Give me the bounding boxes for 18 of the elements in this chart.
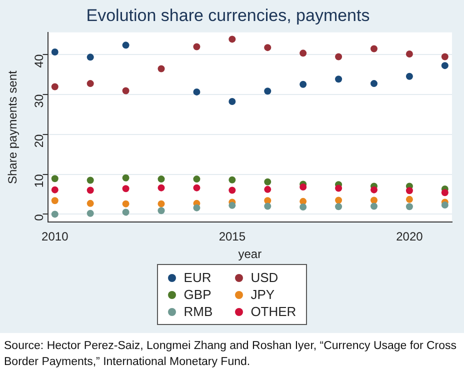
legend-label: EUR bbox=[184, 270, 212, 285]
y-tick-label: 10 bbox=[32, 174, 46, 188]
y-tick-label: 20 bbox=[32, 134, 46, 148]
legend-label: USD bbox=[250, 270, 278, 285]
legend-label: JPY bbox=[250, 287, 275, 302]
x-tick-label: 2020 bbox=[396, 230, 424, 244]
y-tick-label: 0 bbox=[32, 214, 46, 221]
x-axis-title: year bbox=[238, 247, 262, 262]
x-tick-label: 2010 bbox=[42, 230, 69, 244]
y-tick-label: 30 bbox=[32, 94, 46, 108]
legend-label: RMB bbox=[184, 304, 213, 319]
x-tick-label: 2015 bbox=[218, 230, 246, 244]
legend-label: OTHER bbox=[250, 304, 296, 319]
y-tick-label: 40 bbox=[32, 54, 46, 68]
legend-label: GBP bbox=[184, 287, 212, 302]
chart-title: Evolution share currencies, payments bbox=[86, 6, 370, 25]
source-note: Source: Hector Perez-Saiz, Longmei Zhang and Roshan Iyer, “Currency Usage for Cross Border Payments,” International Monetary Fund. bbox=[3, 339, 458, 370]
y-axis-title: Share payments sent bbox=[6, 70, 20, 184]
